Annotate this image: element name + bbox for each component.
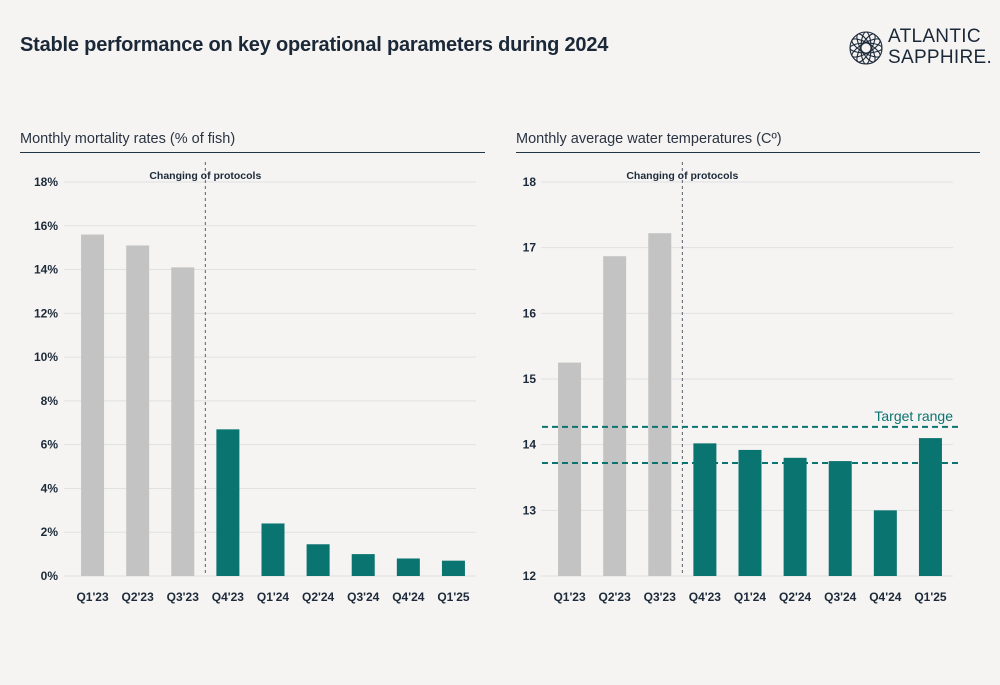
y-tick-label: 14 [523,438,537,452]
bar-Q124 [738,449,762,576]
x-tick-label: Q1'23 [76,590,109,604]
bar-Q223 [603,256,627,576]
x-tick-label: Q1'24 [257,590,290,604]
y-tick-label: 16 [523,306,537,320]
x-tick-label: Q1'25 [437,590,470,604]
y-tick-label: 12 [523,569,537,583]
y-tick-label: 18 [523,175,537,189]
temperature-title-rule [516,152,980,153]
mortality-title-rule [20,152,485,153]
y-tick-label: 17 [523,241,537,255]
protocol-annotation: Changing of protocols [626,170,738,182]
x-tick-label: Q3'24 [824,590,857,604]
bar-Q323 [648,233,672,576]
y-tick-label: 14% [34,263,58,277]
bar-Q424 [396,558,420,576]
bar-Q324 [828,461,852,576]
bar-Q224 [306,544,330,576]
y-tick-label: 4% [41,481,59,495]
x-tick-label: Q4'23 [212,590,245,604]
x-tick-label: Q3'23 [644,590,677,604]
bar-Q423 [693,443,717,576]
bar-Q123 [81,234,105,576]
bar-Q125 [441,560,465,576]
x-tick-label: Q3'24 [347,590,380,604]
y-tick-label: 0% [41,569,59,583]
y-tick-label: 15 [523,372,537,386]
x-tick-label: Q1'24 [734,590,767,604]
y-tick-label: 2% [41,525,59,539]
bar-Q123 [558,362,582,576]
x-tick-label: Q2'23 [599,590,632,604]
y-tick-label: 10% [34,350,58,364]
x-tick-label: Q1'23 [553,590,586,604]
bar-Q223 [126,245,150,576]
page-title: Stable performance on key operational pa… [20,34,609,56]
x-tick-label: Q3'23 [167,590,200,604]
x-tick-label: Q4'23 [689,590,722,604]
x-tick-label: Q4'24 [869,590,902,604]
y-tick-label: 16% [34,219,58,233]
bar-Q424 [873,510,897,576]
bar-Q125 [918,438,942,576]
x-tick-label: Q4'24 [392,590,425,604]
x-tick-label: Q2'23 [122,590,155,604]
temperature-chart: 12 13 14 15 16 17 18 Q1'23 Q2'23 Q3'23 Q4'23 Q1'24 Q… [523,162,958,604]
mortality-chart-title: Monthly mortality rates (% of fish) [20,131,236,147]
y-tick-label: 18% [34,175,58,189]
bar-Q124 [261,523,285,576]
protocol-annotation: Changing of protocols [149,170,261,182]
y-tick-label: 6% [41,438,59,452]
logo-text-line1: ATLANTIC [888,26,981,47]
x-tick-label: Q2'24 [302,590,335,604]
y-tick-label: 13 [523,503,537,517]
target-range-label: Target range [874,408,953,424]
x-tick-label: Q1'25 [914,590,947,604]
y-tick-label: 12% [34,306,58,320]
mortality-chart: 0% 2% 4% 6% 8% 10% 12% 14% 16% 18% Q1'23 Q2'23 Q3'23… [34,162,476,604]
bar-Q323 [171,267,195,576]
sapphire-logo-icon [849,31,883,65]
logo-text-line2: SAPPHIRE. [888,47,993,68]
bar-Q224 [783,457,807,576]
company-logo: ATLANTIC SAPPHIRE. [846,24,992,74]
temperature-chart-title: Monthly average water temperatures (Cº) [516,131,782,147]
bar-Q423 [216,429,240,576]
bar-Q324 [351,554,375,576]
y-tick-label: 8% [41,394,59,408]
x-tick-label: Q2'24 [779,590,812,604]
